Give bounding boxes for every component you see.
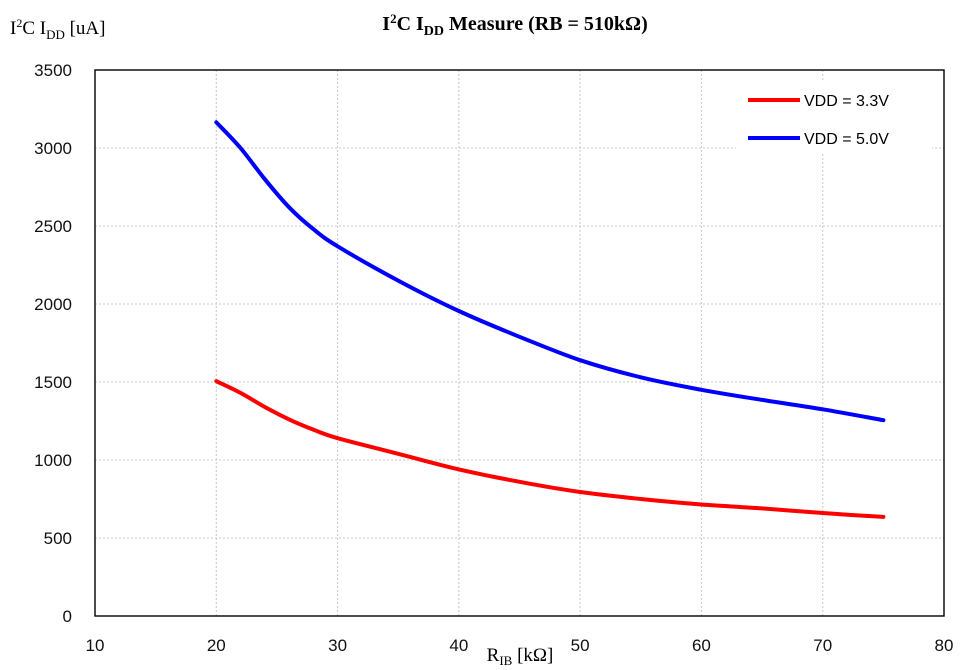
x-tick-label: 60 [692,636,711,655]
y-tick-label: 2500 [34,217,72,236]
plot-area-frame [94,69,945,617]
y-tick-label: 1000 [34,451,72,470]
y-tick-label: 3500 [34,61,72,80]
x-tick-label: 70 [813,636,832,655]
legend-label-vdd-3-3v: VDD = 3.3V [804,93,889,110]
legend-box [736,82,932,152]
y-tick-label: 2000 [34,295,72,314]
y-tick-label: 1500 [34,373,72,392]
legend: VDD = 3.3V VDD = 5.0V [736,82,932,152]
y-tick-label: 0 [63,607,72,626]
x-tick-label: 30 [328,636,347,655]
y-tick-label: 500 [44,529,72,548]
x-axis-label: RIB [kΩ] [487,645,554,668]
series-line-vdd-5-0v [214,120,886,423]
y-tick-label: 3000 [34,139,72,158]
x-tick-labels: 10 20 30 40 50 60 70 80 [86,636,954,655]
grid [95,70,944,616]
y-tick-labels: 0 500 1000 1500 2000 2500 3000 3500 [34,61,72,626]
chart-title: I2C IDD Measure (RB = 510kΩ) [382,11,647,39]
series-layer [214,120,886,519]
x-tick-label: 20 [207,636,226,655]
x-tick-label: 80 [935,636,954,655]
legend-label-vdd-5-0v: VDD = 5.0V [804,131,889,148]
series-line-vdd-3-3v [214,379,886,519]
y-axis-label: I2C IDD [uA] [10,16,106,42]
x-tick-label: 50 [571,636,590,655]
x-tick-label: 40 [449,636,468,655]
x-tick-label: 10 [86,636,105,655]
